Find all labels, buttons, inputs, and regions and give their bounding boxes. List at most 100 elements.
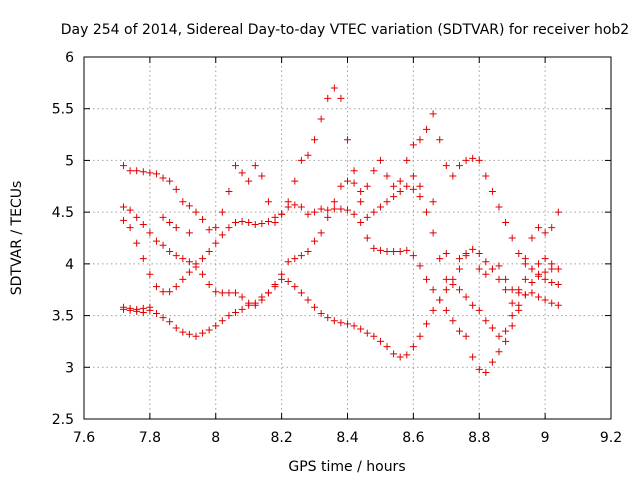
data-point [278,275,286,283]
data-point [390,350,398,358]
y-tick-label: 4.5 [52,205,74,221]
x-tick-label: 9.2 [600,430,622,446]
data-point [304,296,312,304]
data-point [508,322,516,330]
data-point [179,255,187,263]
data-point [324,94,332,102]
data-point [383,247,391,255]
data-point [120,216,128,224]
data-point [205,281,213,289]
y-tick-label: 3.5 [52,309,74,325]
data-point [495,348,503,356]
data-point [449,275,457,283]
data-point [502,218,510,226]
data-point [370,167,378,175]
data-point [508,299,516,307]
data-point [205,226,213,234]
data-point [245,218,253,226]
data-point [199,215,207,223]
data-point [192,332,200,340]
data-point [403,246,411,254]
data-point [416,136,424,144]
data-point [166,177,174,185]
data-point [238,293,246,301]
data-point [324,314,332,322]
data-point [205,326,213,334]
data-point [172,283,180,291]
data-point [482,258,490,266]
data-point [442,286,450,294]
data-point [139,304,147,312]
data-point [508,312,516,320]
data-point [297,252,305,260]
data-point [238,217,246,225]
data-point [436,136,444,144]
data-point [363,234,371,242]
x-axis-label: GPS time / hours [288,459,405,475]
data-point [133,305,141,313]
y-tick-label: 6 [65,50,74,66]
data-point [508,286,516,294]
data-point [469,301,477,309]
data-point [455,162,463,170]
data-point [324,213,332,221]
data-point [133,239,141,247]
data-point [488,265,496,273]
data-point [297,289,305,297]
data-point [185,202,193,210]
data-point [278,210,286,218]
data-point [554,265,562,273]
data-point [515,301,523,309]
y-tick-label: 2.5 [52,412,74,428]
data-point [541,275,549,283]
data-point [344,136,351,144]
data-point [291,283,299,291]
data-point [403,351,411,359]
data-point [383,343,391,351]
data-point [469,154,477,162]
data-point [152,310,160,318]
data-point [541,255,549,263]
data-point [535,260,543,268]
data-point [159,314,167,322]
data-point [330,205,338,213]
data-point [232,162,240,170]
data-point [554,208,562,216]
data-point [120,162,128,170]
data-point [337,182,345,190]
data-point [159,174,167,182]
data-point [462,293,470,301]
data-point [548,224,556,232]
data-point [416,193,424,201]
data-point [416,332,424,340]
data-point [423,275,431,283]
data-point [508,234,516,242]
data-point [521,255,529,263]
x-tick-label: 9 [541,430,550,446]
data-point [146,169,154,177]
data-point [350,210,358,218]
data-point [172,185,180,193]
data-point [238,305,246,313]
data-point [218,231,226,239]
data-point [376,203,384,211]
data-point [396,353,404,361]
data-point [304,151,312,159]
data-point [396,247,404,255]
y-tick-label: 4 [65,257,74,273]
series-track-5 [120,172,562,313]
data-point [139,221,147,229]
data-point [515,250,523,258]
data-point [442,250,450,258]
data-point [251,299,259,307]
data-point [383,172,391,180]
data-point [482,172,490,180]
data-point [284,277,292,285]
data-point [396,187,404,195]
data-point [548,278,556,286]
data-point [264,217,272,225]
data-point [330,317,338,325]
data-point [218,317,226,325]
data-point [146,270,154,278]
